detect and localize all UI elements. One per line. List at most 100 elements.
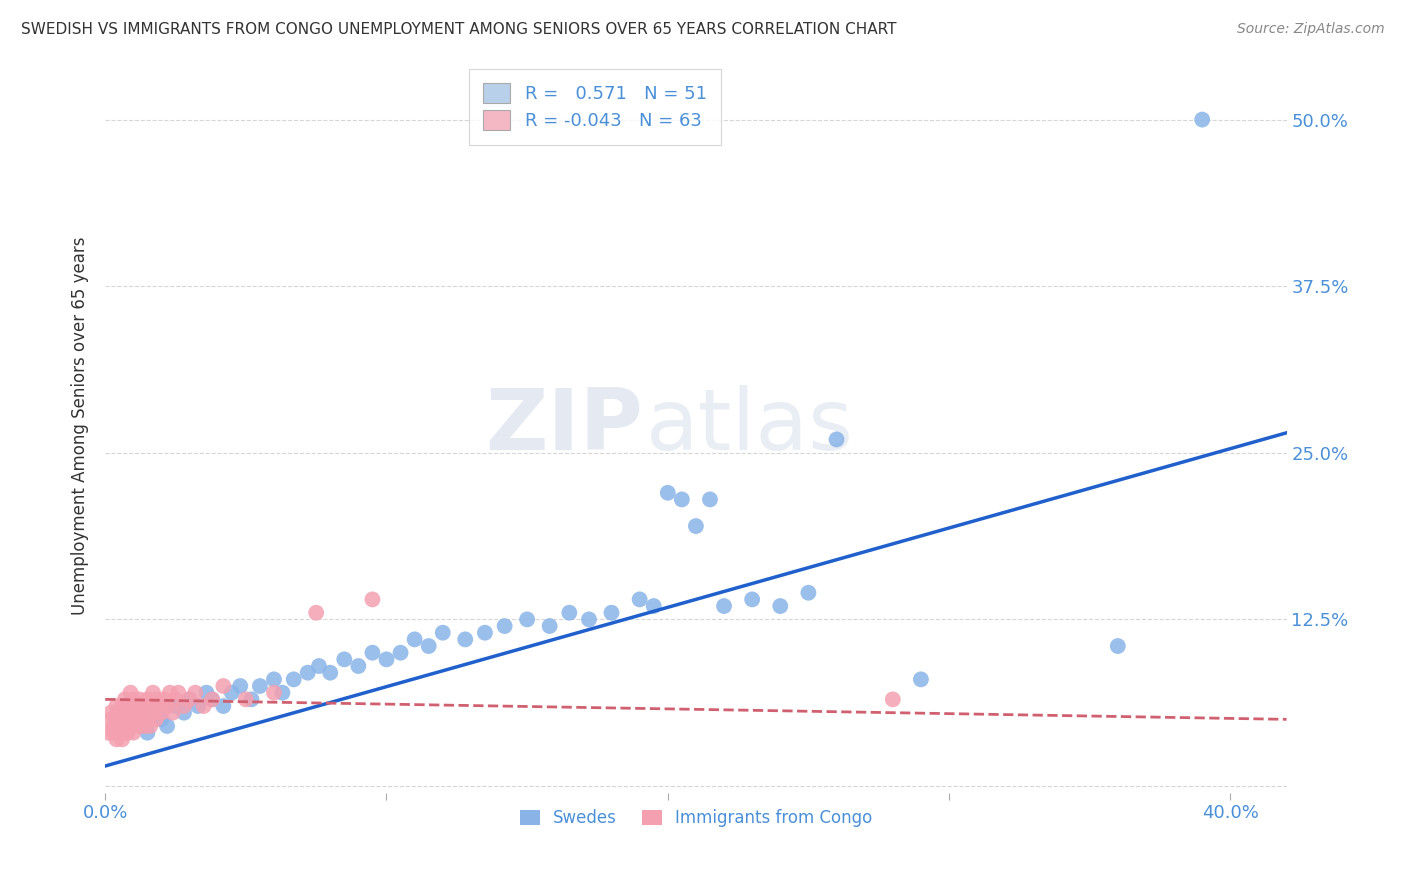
Point (432, 625, 454, 640)
Point (134, 699, 156, 714)
Point (347, 659, 370, 673)
Point (162, 706, 184, 720)
Point (882, 692, 904, 706)
Point (122, 706, 145, 720)
Point (195, 686, 218, 700)
Text: atlas: atlas (647, 384, 855, 467)
Point (117, 725, 139, 739)
Point (494, 619, 516, 633)
Point (201, 692, 224, 706)
Point (283, 673, 305, 687)
Point (263, 686, 285, 700)
Point (297, 665, 319, 680)
Point (131, 699, 153, 714)
Point (114, 692, 136, 706)
Point (105, 712, 128, 726)
Point (105, 699, 128, 714)
Point (212, 699, 235, 714)
Point (516, 612, 538, 626)
Point (100, 706, 122, 720)
Point (193, 699, 215, 714)
Point (229, 679, 252, 693)
Point (474, 625, 496, 640)
Point (142, 706, 165, 720)
Point (249, 679, 271, 693)
Point (136, 692, 159, 706)
Point (538, 619, 561, 633)
Point (125, 712, 148, 726)
Point (361, 592, 384, 607)
Point (179, 692, 201, 706)
Point (671, 492, 693, 507)
Point (103, 719, 125, 733)
Point (145, 692, 167, 706)
Point (685, 519, 707, 533)
Point (150, 712, 173, 726)
Point (1191, 112, 1213, 127)
Y-axis label: Unemployment Among Seniors over 65 years: Unemployment Among Seniors over 65 years (72, 237, 89, 615)
Point (114, 706, 136, 720)
Point (111, 699, 134, 714)
Point (404, 632, 426, 647)
Point (136, 712, 159, 726)
Legend: Swedes, Immigrants from Congo: Swedes, Immigrants from Congo (512, 801, 880, 836)
Point (128, 692, 150, 706)
Point (173, 699, 195, 714)
Point (643, 599, 665, 613)
Point (97, 725, 120, 739)
Point (134, 719, 156, 733)
Point (122, 725, 145, 739)
Point (797, 585, 820, 599)
Point (103, 725, 125, 739)
Point (108, 706, 131, 720)
Point (825, 433, 848, 447)
Point (221, 686, 243, 700)
Point (128, 706, 150, 720)
Point (187, 699, 209, 714)
Point (657, 485, 679, 500)
Point (1107, 639, 1129, 653)
Point (179, 692, 201, 706)
Point (139, 699, 162, 714)
Point (741, 592, 763, 607)
Point (173, 706, 195, 720)
Point (159, 686, 181, 700)
Point (120, 706, 142, 720)
Point (148, 699, 170, 714)
Point (910, 673, 932, 687)
Point (319, 665, 342, 680)
Point (263, 673, 285, 687)
Point (628, 592, 651, 607)
Point (361, 646, 384, 660)
Point (184, 686, 207, 700)
Point (389, 646, 412, 660)
Point (136, 725, 159, 739)
Point (165, 692, 187, 706)
Point (120, 719, 142, 733)
Text: SWEDISH VS IMMIGRANTS FROM CONGO UNEMPLOYMENT AMONG SENIORS OVER 65 YEARS CORREL: SWEDISH VS IMMIGRANTS FROM CONGO UNEMPLO… (21, 22, 897, 37)
Point (201, 692, 224, 706)
Point (142, 686, 165, 700)
Point (418, 639, 440, 653)
Point (108, 725, 131, 739)
Point (153, 692, 176, 706)
Point (100, 712, 122, 726)
Point (165, 699, 187, 714)
Point (558, 606, 581, 620)
Point (111, 719, 134, 733)
Point (105, 732, 128, 747)
Point (117, 712, 139, 726)
Point (114, 725, 136, 739)
Point (145, 706, 167, 720)
Point (235, 692, 257, 706)
Point (114, 712, 136, 726)
Point (156, 699, 179, 714)
Point (271, 686, 294, 700)
Point (145, 712, 167, 726)
Point (111, 732, 134, 747)
Point (125, 699, 148, 714)
Point (156, 719, 179, 733)
Point (120, 686, 142, 700)
Point (122, 692, 145, 706)
Point (167, 686, 190, 700)
